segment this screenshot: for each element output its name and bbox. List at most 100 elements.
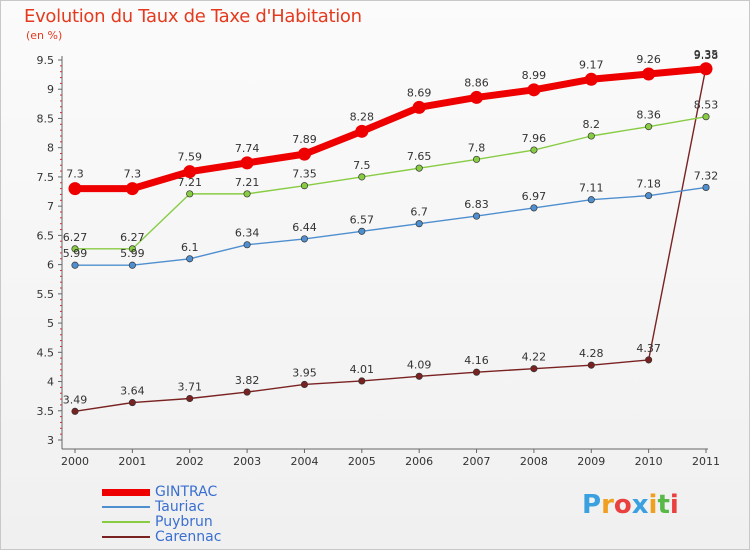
- data-point-carennac: [587, 361, 595, 369]
- data-point-gintrac: [125, 182, 139, 196]
- x-tick-label: 2008: [520, 455, 548, 468]
- data-label-puybrun: 7.96: [522, 132, 547, 145]
- data-point-carennac: [358, 377, 366, 385]
- series-line-carennac: [74, 66, 707, 413]
- data-point-puybrun: [358, 173, 366, 181]
- x-tick-label: 2001: [118, 455, 146, 468]
- data-label-tauriac: 6.34: [235, 227, 260, 240]
- y-tick-label: 8: [47, 142, 54, 155]
- data-point-gintrac: [412, 100, 426, 114]
- data-label-tauriac: 6.83: [464, 198, 489, 211]
- x-tick-label: 2000: [61, 455, 89, 468]
- data-point-carennac: [186, 394, 194, 403]
- data-point-tauriac: [472, 212, 481, 220]
- legend-swatch: [102, 506, 150, 508]
- logo-letter: r: [601, 490, 614, 520]
- data-label-tauriac: 6.97: [522, 190, 547, 203]
- y-tick-label: 6: [47, 259, 54, 272]
- data-point-gintrac: [183, 165, 197, 179]
- series-line-tauriac: [74, 186, 707, 266]
- data-point-gintrac: [240, 156, 254, 170]
- y-tick-label: 8.5: [37, 112, 55, 125]
- x-tick-label: 2005: [348, 455, 376, 468]
- data-label-gintrac: 9.35: [694, 48, 719, 61]
- data-label-tauriac: 6.7: [410, 206, 428, 219]
- data-point-puybrun: [128, 245, 136, 253]
- y-tick-label: 9.5: [37, 54, 55, 67]
- y-tick-label: 5: [47, 317, 54, 330]
- data-point-tauriac: [71, 261, 79, 269]
- data-label-puybrun: 8.36: [636, 109, 661, 122]
- data-point-puybrun: [587, 132, 595, 140]
- data-label-carennac: 3.95: [292, 366, 317, 379]
- data-point-carennac: [300, 380, 309, 389]
- data-point-puybrun: [300, 182, 309, 190]
- x-tick-label: 2002: [176, 455, 204, 468]
- data-point-puybrun: [530, 146, 538, 154]
- data-point-gintrac: [642, 67, 656, 81]
- data-label-gintrac: 7.59: [177, 151, 202, 164]
- legend-label: Tauriac: [155, 499, 205, 515]
- data-label-puybrun: 7.35: [292, 168, 317, 181]
- data-point-tauriac: [243, 241, 251, 249]
- logo-letter: x: [631, 490, 649, 520]
- data-point-gintrac: [68, 182, 82, 196]
- y-tick-label: 9: [47, 83, 54, 96]
- chart-title: Evolution du Taux de Taxe d'Habitation: [24, 6, 362, 27]
- data-point-puybrun: [243, 190, 251, 198]
- data-label-tauriac: 7.32: [694, 169, 719, 182]
- y-tick-label: 3: [47, 434, 54, 447]
- data-label-carennac: 4.37: [636, 342, 661, 355]
- data-label-puybrun: 7.21: [235, 176, 260, 189]
- data-point-tauriac: [300, 235, 309, 243]
- proxiti-logo: Proxiti: [582, 490, 679, 520]
- logo-letter: i: [669, 490, 679, 520]
- data-label-gintrac: 8.99: [522, 69, 547, 82]
- y-tick-label: 7: [47, 200, 54, 213]
- data-point-carennac: [530, 365, 538, 373]
- data-label-puybrun: 7.5: [353, 159, 371, 172]
- data-label-tauriac: 7.11: [579, 182, 604, 195]
- data-label-gintrac: 7.3: [66, 168, 84, 181]
- data-point-carennac: [71, 407, 79, 415]
- legend-label: Puybrun: [155, 514, 213, 530]
- data-label-puybrun: 8.53: [694, 99, 719, 112]
- data-label-carennac: 4.01: [350, 363, 375, 376]
- data-label-tauriac: 6.57: [350, 213, 375, 226]
- data-point-puybrun: [645, 123, 653, 131]
- data-point-carennac: [645, 356, 653, 364]
- data-point-gintrac: [699, 62, 713, 76]
- y-tick-label: 7.5: [37, 171, 55, 184]
- data-label-tauriac: 5.99: [120, 247, 145, 260]
- data-point-tauriac: [702, 183, 710, 191]
- data-label-gintrac: 8.28: [350, 110, 375, 123]
- x-tick-label: 2006: [405, 455, 433, 468]
- series-line-gintrac: [71, 65, 710, 193]
- data-point-tauriac: [186, 255, 194, 263]
- data-label-tauriac: 7.18: [636, 178, 661, 191]
- data-point-tauriac: [530, 204, 538, 212]
- data-label-puybrun: 6.27: [120, 231, 145, 244]
- data-point-puybrun: [472, 155, 481, 163]
- data-point-tauriac: [415, 220, 423, 228]
- logo-letter: o: [613, 490, 632, 520]
- legend-swatch: [102, 489, 150, 496]
- y-tick-label: 6.5: [37, 229, 55, 242]
- logo-letter: i: [648, 490, 658, 520]
- data-point-puybrun: [71, 245, 79, 253]
- y-tick-label: 5.5: [37, 288, 55, 301]
- data-label-puybrun: 6.27: [63, 231, 88, 244]
- data-point-carennac: [128, 399, 136, 407]
- data-point-puybrun: [186, 190, 194, 198]
- data-label-carennac: 4.09: [407, 358, 432, 371]
- x-tick-label: 2003: [233, 455, 261, 468]
- data-label-tauriac: 6.44: [292, 221, 317, 234]
- data-label-carennac: 3.49: [63, 393, 88, 406]
- y-tick-label: 4.5: [37, 346, 55, 359]
- data-label-carennac: 4.22: [522, 351, 547, 364]
- data-label-carennac: 3.64: [120, 385, 145, 398]
- data-label-gintrac: 9.26: [636, 53, 661, 66]
- data-label-gintrac: 7.3: [124, 168, 142, 181]
